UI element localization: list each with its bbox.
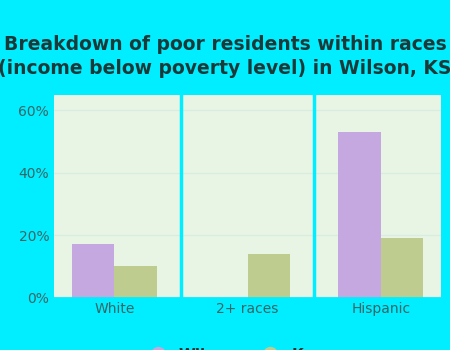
Bar	[72, 244, 114, 298]
Bar	[248, 254, 290, 298]
Bar	[114, 266, 157, 298]
Bar	[381, 238, 423, 298]
Text: Breakdown of poor residents within races
(income below poverty level) in Wilson,: Breakdown of poor residents within races…	[0, 35, 450, 78]
Bar	[338, 132, 381, 298]
Legend: Wilson, Kansas: Wilson, Kansas	[136, 342, 359, 350]
